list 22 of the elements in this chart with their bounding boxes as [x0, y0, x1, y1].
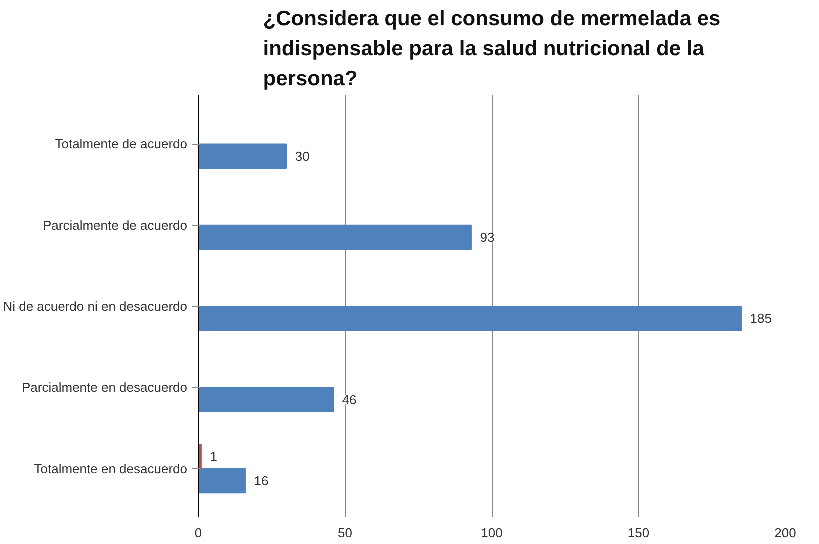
y-tick-label: Parcialmente en desacuerdo [22, 380, 188, 396]
y-tick-label: Ni de acuerdo ni en desacuerdo [3, 299, 188, 314]
bar [198, 306, 742, 332]
data-label: 30 [295, 148, 310, 164]
x-tick-label: 200 [774, 526, 796, 540]
chart-title: ¿Considera que el consumo de mermelada es indispensable para la salud nutricional de la persona? [263, 8, 721, 90]
x-tick-label: 100 [481, 526, 503, 540]
x-tick-label: 50 [338, 526, 352, 540]
data-label: 16 [254, 473, 269, 488]
bar [198, 387, 334, 412]
bar [198, 468, 246, 494]
y-tick-label: Parcialmente de acuerdo [42, 218, 188, 233]
data-label: 93 [480, 230, 495, 246]
x-tick-label: 150 [628, 526, 650, 540]
data-label: 185 [750, 311, 772, 326]
data-label: 46 [342, 392, 357, 408]
data-label: 1 [210, 449, 218, 464]
bar [198, 224, 472, 250]
y-tick-label: Totalmente en desacuerdo [34, 461, 188, 476]
bar [198, 144, 288, 170]
y-tick-label: Totalmente de acuerdo [55, 136, 188, 152]
x-tick-label: 0 [194, 526, 202, 540]
